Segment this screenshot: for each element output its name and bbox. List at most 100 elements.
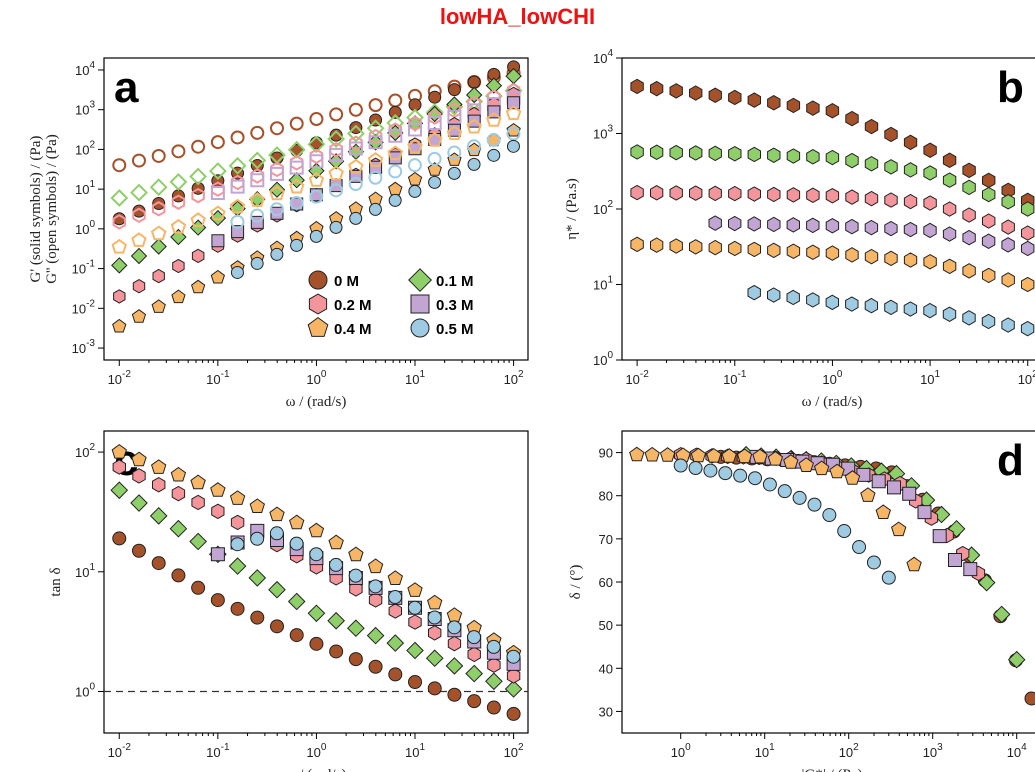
eta-point bbox=[864, 118, 879, 135]
eta-point bbox=[903, 134, 918, 151]
gpp-point bbox=[290, 155, 304, 171]
tan-delta-point bbox=[249, 498, 265, 513]
eta-point bbox=[903, 252, 918, 268]
gpp-point bbox=[368, 128, 383, 145]
panel-d-xtick-label: 104 bbox=[1007, 742, 1027, 760]
gp-point bbox=[211, 234, 225, 248]
gpp-point bbox=[348, 141, 363, 156]
gpp-point bbox=[270, 161, 284, 178]
gpp-point bbox=[408, 115, 422, 132]
tan-delta-point bbox=[151, 459, 167, 474]
gpp-point bbox=[171, 194, 186, 210]
gpp-point bbox=[289, 178, 305, 194]
panel-a-xlabel: ω / (rad/s) bbox=[286, 394, 347, 410]
eta-point bbox=[845, 296, 859, 312]
gpp-point bbox=[152, 201, 166, 217]
gpp-point bbox=[250, 173, 265, 188]
panel-c-xtick-label: 10-2 bbox=[108, 742, 132, 760]
tan-delta-point bbox=[132, 468, 146, 484]
gp-point bbox=[290, 238, 304, 252]
gpp-point bbox=[407, 158, 422, 173]
panel-a-ytick-label: 102 bbox=[75, 139, 95, 157]
eta-point bbox=[689, 185, 703, 201]
gpp-point bbox=[211, 181, 225, 197]
panel-b-xtick-label: 10-2 bbox=[625, 369, 649, 387]
gp-point bbox=[388, 105, 402, 119]
tan-delta-point bbox=[269, 506, 285, 522]
panel-a-plot-area bbox=[110, 60, 523, 333]
eta-point bbox=[923, 142, 937, 158]
marks-layer bbox=[104, 60, 1035, 721]
tan-delta-point bbox=[111, 443, 127, 459]
tan-delta-point bbox=[447, 620, 462, 635]
tan-delta-point bbox=[465, 664, 484, 683]
gpp-point bbox=[447, 145, 462, 160]
eta-point bbox=[728, 240, 742, 257]
gpp-point bbox=[388, 164, 403, 179]
eta-point bbox=[982, 172, 996, 189]
gpp-point bbox=[210, 205, 226, 221]
tan-delta-point bbox=[230, 537, 245, 552]
gp-point bbox=[329, 128, 343, 142]
gpp-point bbox=[228, 156, 247, 175]
phase-angle-point bbox=[860, 487, 876, 502]
tan-delta-point bbox=[388, 590, 403, 605]
panel-a-ytick-label: 103 bbox=[75, 100, 95, 118]
eta-point bbox=[630, 184, 644, 201]
eta-point bbox=[806, 244, 820, 260]
eta-point bbox=[1001, 237, 1015, 253]
gp-point bbox=[467, 75, 481, 89]
gp-point bbox=[151, 299, 166, 313]
eta-point bbox=[982, 186, 996, 203]
eta-point bbox=[825, 245, 840, 261]
tan-delta-point bbox=[131, 451, 147, 467]
eta-point bbox=[982, 213, 996, 229]
eta-point bbox=[864, 156, 879, 172]
gp-point bbox=[349, 211, 363, 225]
tan-delta-point bbox=[407, 582, 423, 597]
gp-point bbox=[506, 122, 521, 137]
panel-d-ytick-label: 70 bbox=[599, 532, 613, 547]
eta-point bbox=[962, 229, 976, 246]
phase-angle-point bbox=[822, 508, 837, 523]
tan-delta-point bbox=[407, 600, 422, 615]
tan-delta-point bbox=[506, 649, 521, 664]
eta-point bbox=[845, 189, 859, 205]
eta-point bbox=[825, 149, 840, 166]
tan-delta-point bbox=[467, 630, 482, 645]
eta-point bbox=[630, 78, 644, 95]
tan-delta-point bbox=[408, 614, 422, 630]
tan-delta-point bbox=[307, 604, 326, 623]
tan-delta-point bbox=[170, 466, 187, 482]
panel-b-ytick-label: 104 bbox=[593, 48, 613, 66]
tan-delta-point bbox=[230, 601, 245, 616]
panel-a-ytick-label: 101 bbox=[75, 179, 95, 197]
tan-delta-point bbox=[427, 610, 442, 625]
gpp-point bbox=[346, 124, 365, 143]
phase-angle-point bbox=[932, 529, 947, 544]
phase-angle-point bbox=[891, 521, 907, 537]
gp-point bbox=[487, 148, 501, 162]
panel-a-ylabel: G' (solid symbols) / (Pa) bbox=[28, 136, 44, 283]
gpp-point bbox=[328, 165, 344, 181]
panel-b-xtick-label: 100 bbox=[822, 369, 842, 387]
gpp-point bbox=[269, 202, 284, 217]
gpp-point bbox=[368, 170, 383, 185]
eta-point bbox=[786, 243, 801, 259]
gpp-point bbox=[289, 195, 304, 210]
panel-d-xtick-label: 101 bbox=[755, 742, 775, 760]
panel-d-ylabel: δ / (°) bbox=[568, 565, 584, 600]
eta-point bbox=[845, 152, 859, 169]
eta-point bbox=[923, 165, 937, 181]
tan-delta-point bbox=[191, 494, 205, 511]
gp-point bbox=[171, 289, 186, 304]
eta-point bbox=[747, 241, 761, 258]
phase-angle-point bbox=[829, 463, 845, 479]
eta-point bbox=[903, 221, 918, 238]
eta-point bbox=[884, 299, 898, 316]
tan-delta-point bbox=[467, 646, 481, 663]
phase-angle-point bbox=[783, 454, 799, 469]
panel-c-xtick-label: 100 bbox=[306, 742, 326, 760]
tan-delta-point bbox=[506, 668, 521, 684]
gp-point bbox=[329, 220, 343, 234]
